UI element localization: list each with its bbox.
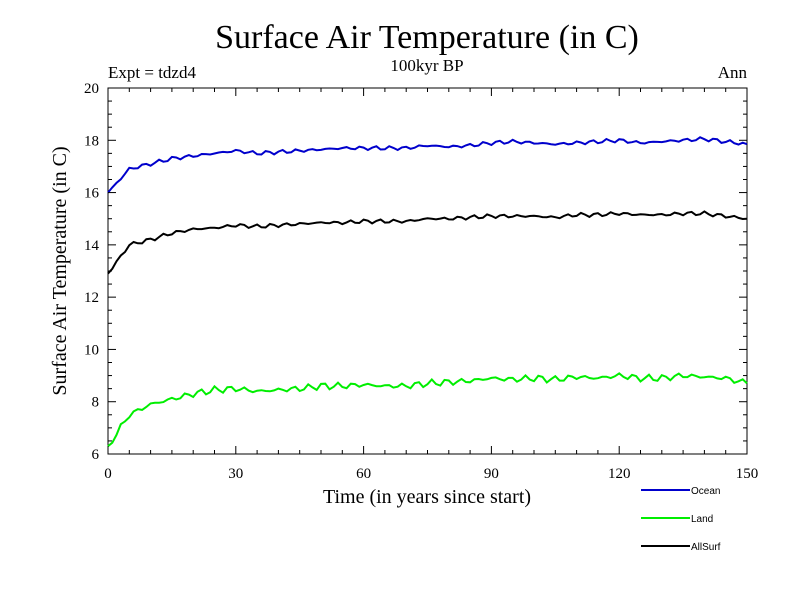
x-axis: 0 30 60 90 120 150	[104, 88, 758, 482]
x-tick-label: 150	[736, 466, 759, 482]
season-label: Ann	[718, 63, 748, 82]
experiment-label: Expt = tdzd4	[108, 63, 196, 82]
series-line-ocean	[107, 136, 748, 194]
x-tick-label: 30	[228, 466, 243, 482]
x-tick-label: 120	[608, 466, 631, 482]
y-tick-label: 18	[84, 133, 99, 149]
legend-label-allsurf: AllSurf	[691, 542, 721, 553]
x-tick-label: 60	[356, 466, 371, 482]
legend-label-ocean: Ocean	[691, 486, 720, 497]
legend: Ocean Land AllSurf	[641, 486, 721, 553]
y-tick-label: 10	[84, 342, 99, 358]
legend-label-land: Land	[691, 514, 713, 525]
series-line-land	[107, 372, 748, 447]
y-tick-label: 8	[92, 395, 100, 411]
x-tick-label: 0	[104, 466, 112, 482]
y-tick-label: 12	[84, 290, 99, 306]
series-line-allsurf	[107, 210, 748, 275]
y-tick-label: 14	[84, 238, 100, 254]
x-axis-label: Time (in years since start)	[323, 486, 531, 508]
y-tick-label: 16	[84, 186, 100, 202]
y-tick-label: 20	[84, 81, 99, 97]
y-axis-label: Surface Air Temperature (in C)	[49, 146, 71, 395]
chart-subtitle: 100kyr BP	[390, 56, 463, 75]
x-tick-label: 90	[484, 466, 499, 482]
series-layer	[107, 136, 748, 447]
chart-title: Surface Air Temperature (in C)	[215, 19, 639, 56]
y-axis: 6 8 10 12 14 16 18 20	[84, 81, 747, 463]
y-tick-label: 6	[92, 447, 100, 463]
